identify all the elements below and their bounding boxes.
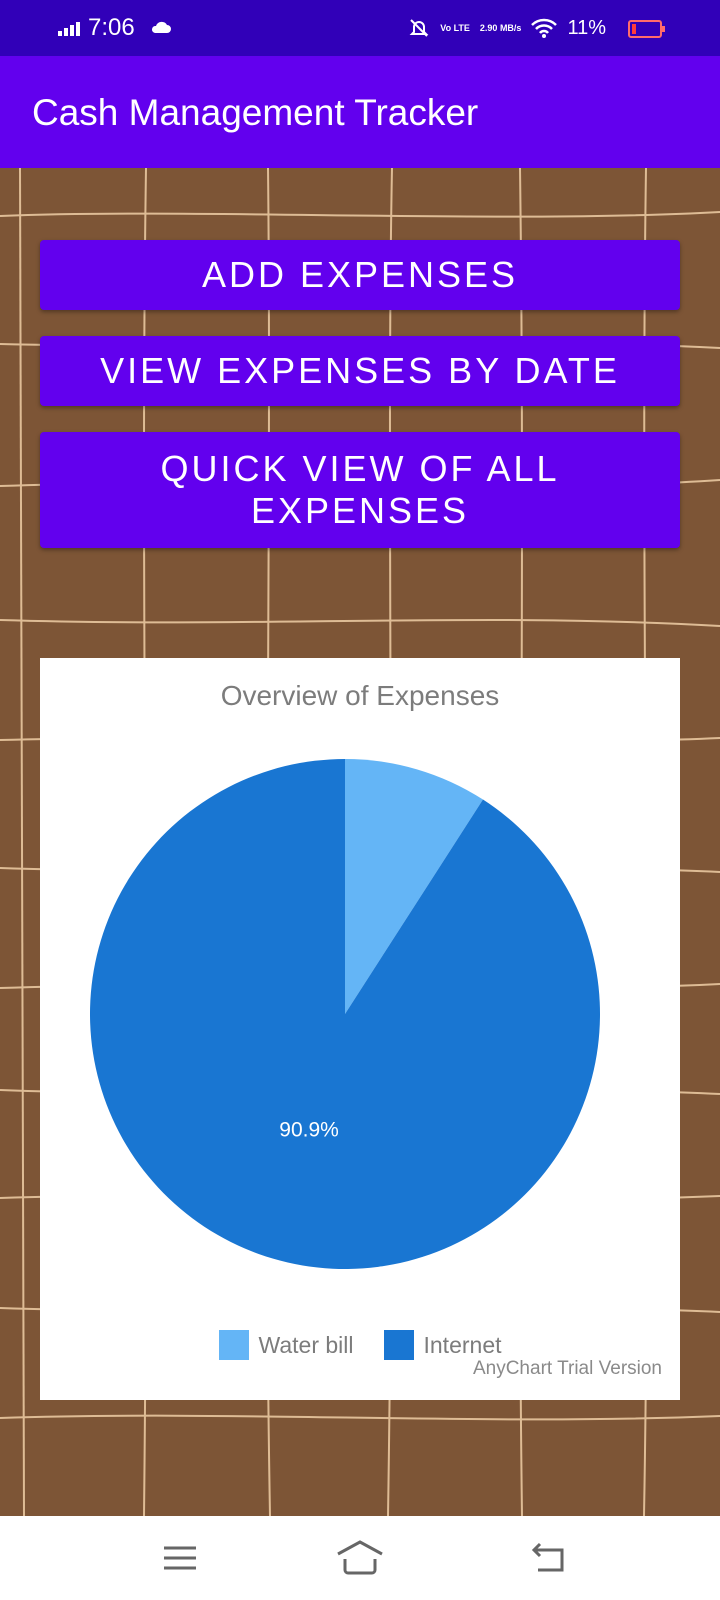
status-right: Vo LTE 2.90 MB/s 11%: [408, 14, 656, 42]
battery-percent: 11%: [567, 16, 606, 39]
legend-swatch-water-bill: [218, 1330, 249, 1360]
pie-slice-water-bill[interactable]: [345, 759, 483, 1014]
app-bar: Cash Management Tracker: [0, 56, 720, 168]
signal-icon: [58, 22, 80, 36]
home-icon[interactable]: [336, 1538, 384, 1578]
expenses-chart[interactable]: Overview of Expenses 90.9% Water bill In…: [40, 658, 680, 1400]
menu-icon[interactable]: [160, 1538, 200, 1578]
main-content: ADD EXPENSES VIEW EXPENSES BY DATE QUICK…: [0, 168, 720, 1516]
legend-swatch-internet: [383, 1330, 414, 1360]
pie-label-internet: 90.9%: [279, 1118, 339, 1141]
net-line-1: Vo LTE: [440, 23, 470, 33]
cloud-icon: [151, 21, 171, 33]
quick-view-all-expenses-button[interactable]: QUICK VIEW OF ALL EXPENSES: [40, 432, 680, 548]
status-bar: 7:06 Vo LTE 2.90 MB/s 11%: [0, 0, 720, 56]
pie-slice-internet[interactable]: [90, 759, 601, 1269]
volte-icon: Vo LTE: [440, 23, 470, 33]
legend-item-internet[interactable]: Internet: [383, 1330, 502, 1360]
net-speed: 2.90 MB/s: [480, 23, 522, 33]
back-icon[interactable]: [528, 1538, 568, 1578]
add-expenses-button[interactable]: ADD EXPENSES: [40, 240, 680, 310]
net-line-2: 2.90 MB/s: [479, 23, 522, 33]
pie-chart[interactable]: 90.9%: [40, 658, 680, 1400]
legend-label-internet: Internet: [423, 1331, 502, 1358]
chart-title: Overview of Expenses: [220, 680, 500, 711]
app-title: Cash Management Tracker: [32, 92, 479, 133]
wifi-icon: [531, 18, 558, 38]
navigation-bar: [0, 1516, 720, 1600]
mute-icon: [409, 19, 429, 37]
legend-label-water-bill: Water bill: [258, 1331, 354, 1358]
legend-item-water-bill[interactable]: Water bill: [218, 1330, 354, 1360]
view-expenses-by-date-button[interactable]: VIEW EXPENSES BY DATE: [40, 336, 680, 406]
clock-time: 7:06: [88, 14, 135, 41]
chart-legend: Water bill Internet: [40, 1330, 680, 1360]
battery-icon: [628, 20, 665, 38]
chart-credit: AnyChart Trial Version: [472, 1358, 662, 1379]
